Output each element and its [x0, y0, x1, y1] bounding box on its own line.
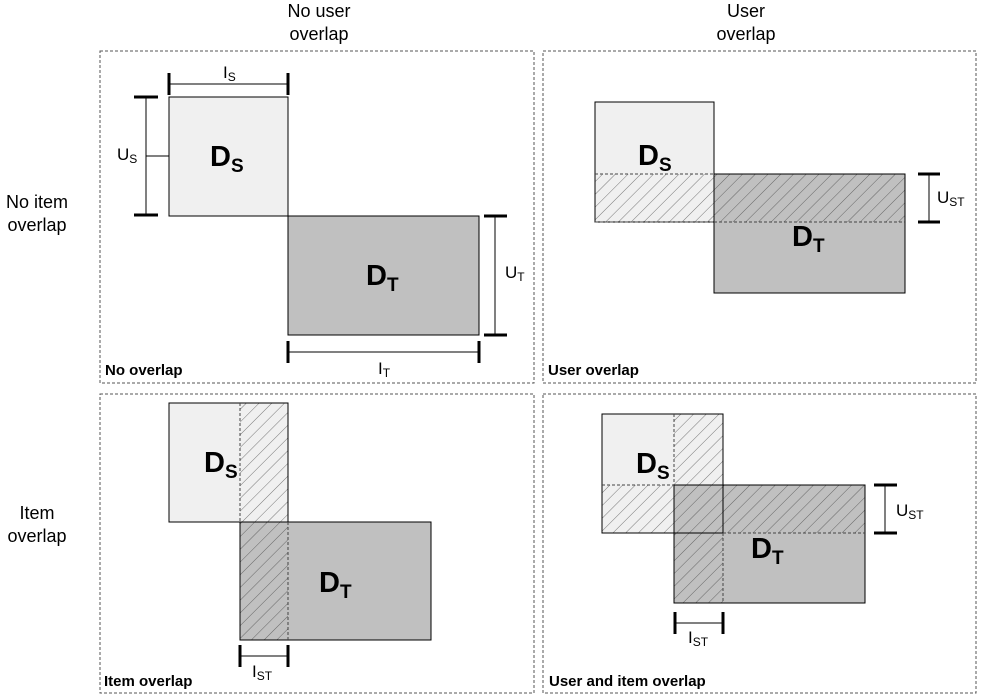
ut-dim-label: UT: [505, 263, 525, 284]
source-label: DS: [204, 447, 238, 483]
us-dim-label: US: [117, 145, 137, 166]
target-label: DT: [792, 221, 825, 257]
panel-item-overlap: DS DT IST Item overlap: [104, 402, 432, 690]
target-label: DT: [319, 567, 352, 603]
source-outline: [594, 101, 715, 223]
user-overlap-hatch-left: [602, 485, 674, 533]
is-dim-label: IS: [223, 63, 236, 84]
row-header-item-line1: Item: [19, 503, 54, 523]
ust-dim-label: UST: [896, 501, 924, 522]
target-label: DT: [366, 260, 399, 296]
panel-user-overlap-caption: User overlap: [548, 362, 639, 379]
target-label: DT: [751, 533, 784, 569]
panel-user-overlap: DS DT UST User overlap: [548, 101, 965, 379]
panel-user-overlap-frame: [542, 50, 977, 384]
target-block: [287, 215, 480, 336]
user-item-overlap-hatch-center: [674, 485, 723, 533]
item-overlap-hatch-dark: [240, 522, 288, 640]
panel-user-item-overlap-caption: User and item overlap: [549, 673, 706, 690]
ust-dim-label: UST: [937, 188, 965, 209]
col-header-no-user-line1: No user: [287, 1, 350, 21]
ist-dim-label: IST: [252, 662, 273, 683]
panel-no-overlap-frame: [99, 50, 535, 384]
source-label: DS: [638, 140, 672, 176]
panel-no-overlap-caption: No overlap: [105, 362, 183, 379]
user-overlap-hatch-light: [595, 174, 714, 222]
source-label: DS: [636, 448, 670, 484]
it-dim-label: IT: [378, 359, 391, 380]
col-header-user-line1: User: [727, 1, 765, 21]
panel-item-overlap-frame: [99, 393, 535, 694]
source-outline: [601, 413, 724, 534]
source-block: [168, 96, 289, 217]
panel-item-overlap-caption: Item overlap: [104, 673, 192, 690]
item-overlap-hatch-bottom: [674, 533, 723, 603]
user-overlap-hatch-right: [723, 485, 865, 533]
target-outline: [673, 484, 866, 604]
row-header-no-item-line1: No item: [6, 192, 68, 212]
row-header-item-line2: overlap: [7, 526, 66, 546]
target-outline: [239, 521, 432, 641]
col-header-no-user-line2: overlap: [289, 24, 348, 44]
panel-no-overlap: DS DT IS US UT IT No overlap: [105, 63, 525, 380]
item-overlap-hatch-top: [674, 414, 723, 485]
col-header-user-line2: overlap: [716, 24, 775, 44]
panel-user-item-overlap-frame: [542, 393, 977, 694]
user-overlap-hatch-dark: [714, 174, 905, 222]
item-overlap-hatch-light: [240, 403, 288, 522]
panel-user-item-overlap: DS DT UST IST User and item overlap: [549, 413, 924, 690]
source-label: DS: [210, 141, 244, 177]
source-outline: [168, 402, 289, 523]
ist-dim-label: IST: [688, 628, 709, 649]
target-outline: [713, 173, 906, 294]
row-header-no-item-line2: overlap: [7, 215, 66, 235]
